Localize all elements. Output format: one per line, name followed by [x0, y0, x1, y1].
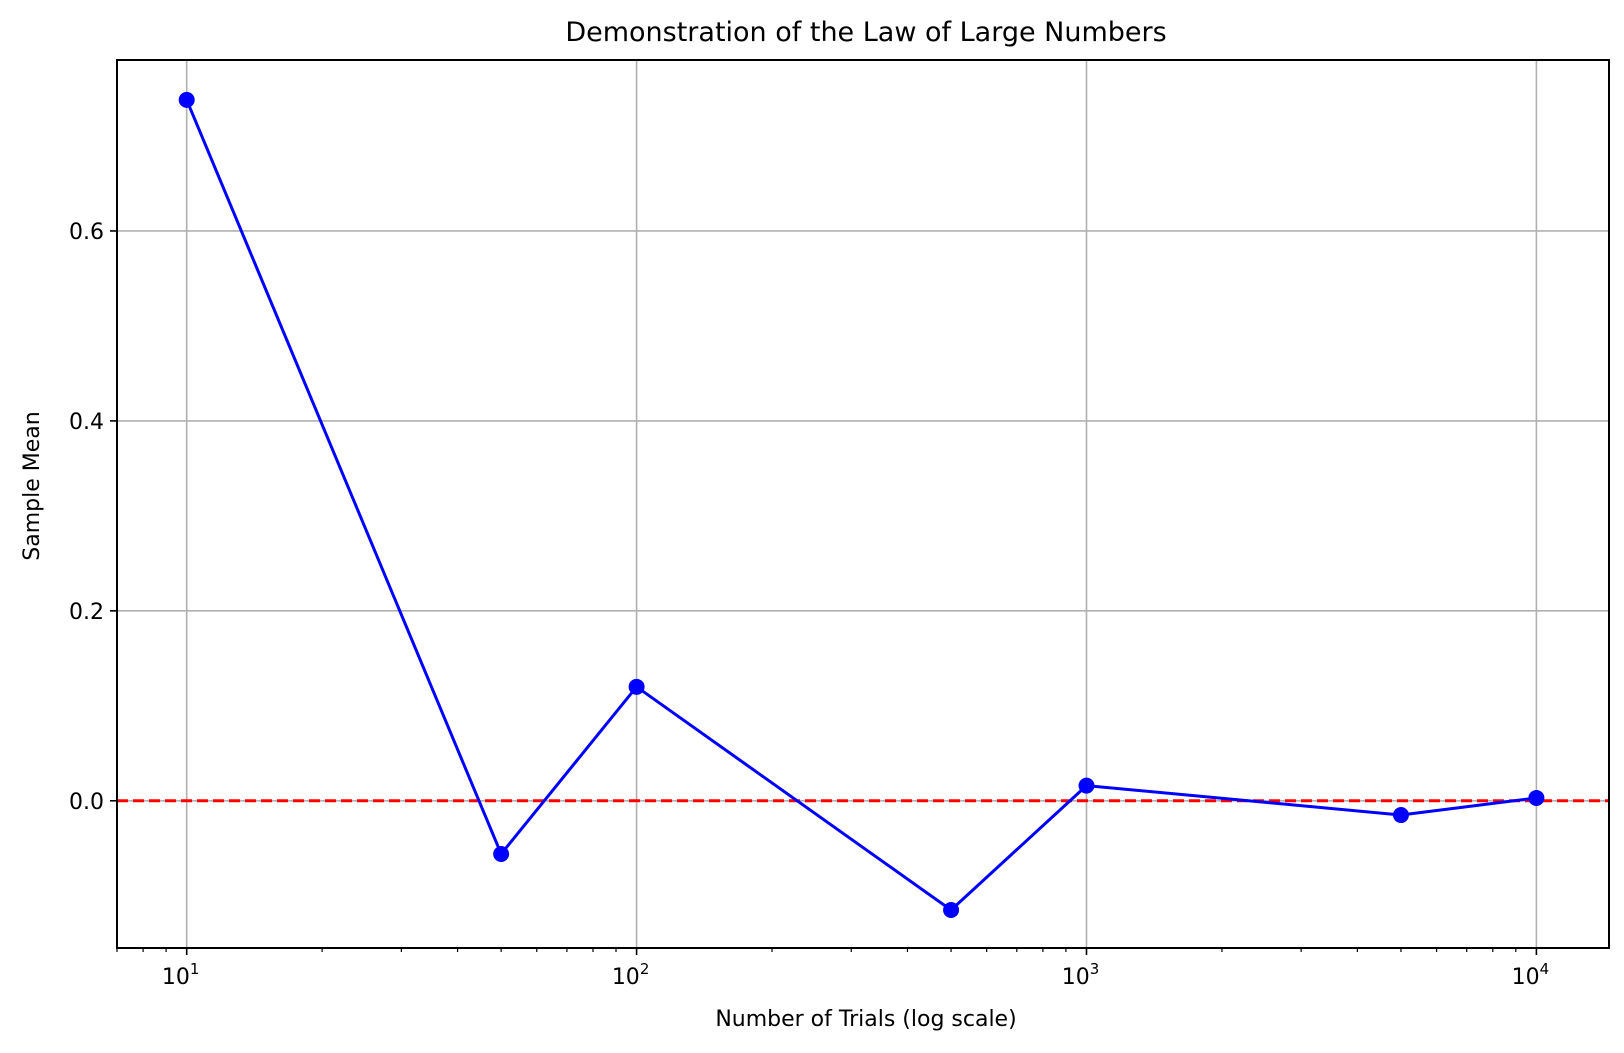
x-tick-label-exponent: 1: [190, 960, 200, 978]
y-tick-label: 0.6: [69, 220, 104, 245]
x-tick-label-exponent: 4: [1540, 960, 1550, 978]
data-point: [1528, 789, 1545, 806]
data-point: [178, 91, 195, 108]
data-point: [628, 678, 645, 695]
series-layer: [178, 91, 1545, 919]
y-tick-label: 0.4: [69, 410, 104, 435]
y-tick-label: 0.0: [69, 790, 104, 815]
chart-title: Demonstration of the Law of Large Number…: [565, 17, 1166, 48]
y-tick-label: 0.2: [69, 600, 104, 625]
x-tick-label-base: 10: [1512, 965, 1540, 990]
x-tick-label-base: 10: [1062, 965, 1090, 990]
x-tick-label-base: 10: [162, 965, 190, 990]
x-tick-label-exponent: 2: [640, 960, 650, 978]
x-axis-label: Number of Trials (log scale): [715, 1007, 1016, 1032]
x-tick-label: 102: [612, 960, 650, 990]
x-tick-label-exponent: 3: [1090, 960, 1100, 978]
y-axis-label: Sample Mean: [20, 411, 45, 560]
x-tick-label-base: 10: [612, 965, 640, 990]
x-tick-label: 101: [162, 960, 200, 990]
data-point: [1392, 807, 1409, 824]
data-point: [1078, 777, 1095, 794]
data-point: [493, 845, 510, 862]
x-tick-label: 104: [1512, 960, 1550, 990]
x-tick-label: 103: [1062, 960, 1100, 990]
plot-frame: [116, 59, 1610, 949]
data-point: [943, 902, 960, 919]
